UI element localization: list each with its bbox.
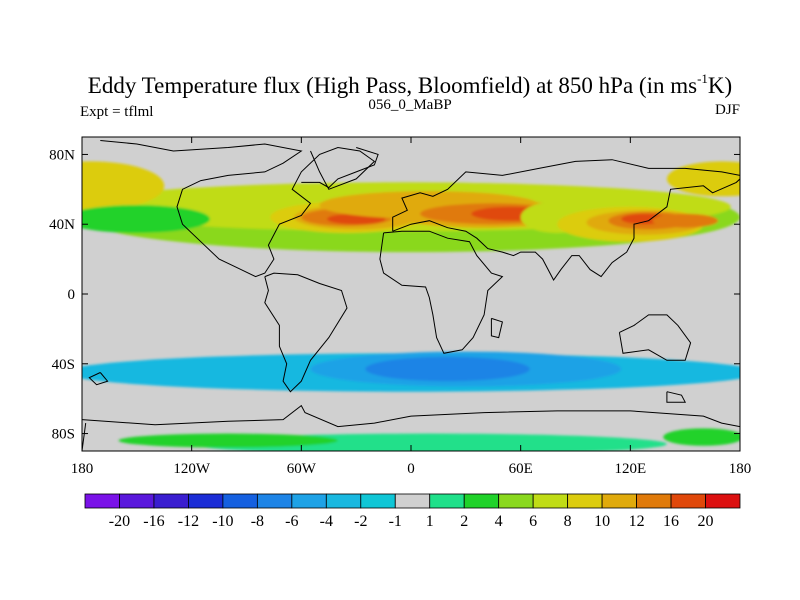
colorbar-label-7: -2 — [354, 513, 367, 530]
colorbar-box-7 — [325, 493, 362, 509]
left-string: Expt = tflml — [80, 104, 153, 120]
x-tick-label-1: 120W — [173, 461, 211, 477]
colorbar-box-12 — [498, 493, 534, 509]
colorbar-box-3 — [188, 493, 224, 509]
colorbar-label-5: -6 — [285, 513, 298, 530]
coastline-9 — [82, 423, 87, 451]
colorbar-box-17 — [670, 493, 706, 509]
field-contour-24 — [663, 428, 740, 446]
colorbar-box-16 — [636, 493, 672, 509]
colorbar-label-1: -16 — [143, 513, 164, 530]
colorbar-box-8 — [360, 493, 396, 509]
x-axis: 180 120W 60W 0 60E 120E 180 — [71, 137, 752, 477]
colorbar-label-11: 4 — [495, 513, 503, 530]
y-tick-label-2: 0 — [68, 287, 76, 303]
colorbar-label-17: 20 — [698, 513, 714, 530]
x-tick-label-2: 60W — [287, 461, 317, 477]
coastline-2 — [379, 230, 504, 354]
colorbar-box-9 — [394, 493, 431, 509]
colorbar-label-6: -4 — [320, 513, 333, 530]
colorbar-label-16: 16 — [663, 513, 679, 530]
center-string: 056_0_MaBP — [368, 97, 451, 113]
y-tick-label-1: 40N — [49, 217, 75, 233]
colorbar-box-13 — [532, 493, 569, 509]
coastline-5 — [618, 314, 692, 361]
colorbar-box-2 — [153, 493, 189, 509]
field-contour-3 — [666, 161, 740, 197]
coastline-10 — [88, 372, 109, 386]
colorbar-label-15: 12 — [629, 513, 645, 530]
y-axis: 80N 40N 0 40S 80S — [49, 147, 740, 443]
colorbar-label-13: 8 — [564, 513, 572, 530]
coastline-8 — [82, 404, 740, 428]
colorbar-label-14: 10 — [594, 513, 610, 530]
chart-title: Eddy Temperature flux (High Pass, Bloomf… — [88, 71, 732, 98]
y-tick-label-0: 80N — [49, 147, 75, 163]
y-tick-label-3: 40S — [52, 357, 75, 373]
coastline-4 — [392, 178, 740, 281]
field-contour-4 — [82, 205, 210, 233]
colorbar: -20 -16 -12 -10 -8 -6 -4 -2 -1 1 2 4 6 8 10 12 16 20 — [84, 493, 741, 530]
colorbar-label-12: 6 — [529, 513, 537, 530]
x-tick-label-5: 120E — [614, 461, 646, 477]
x-tick-label-6: 180 — [729, 461, 752, 477]
chart-title-main: Eddy Temperature flux (High Pass, Bloomf… — [88, 73, 697, 98]
field-contour-18 — [652, 213, 719, 228]
coastline-11 — [666, 391, 687, 403]
colorbar-box-5 — [256, 493, 293, 509]
coastline-1 — [264, 272, 348, 393]
field-contour-21 — [365, 356, 530, 382]
continent-outlines — [82, 140, 740, 451]
coastline-3 — [392, 159, 740, 232]
colorbar-box-6 — [291, 493, 327, 509]
colorbar-box-15 — [601, 493, 637, 509]
coastline-0 — [100, 140, 376, 278]
colorbar-label-4: -8 — [251, 513, 264, 530]
colorbar-box-14 — [567, 493, 603, 509]
right-string: DJF — [715, 102, 740, 118]
field-layer — [82, 161, 740, 451]
colorbar-label-2: -12 — [178, 513, 199, 530]
colorbar-box-1 — [119, 493, 155, 509]
colorbar-label-0: -20 — [109, 513, 130, 530]
coastline-6 — [301, 147, 379, 189]
coastline-7 — [490, 317, 503, 339]
colorbar-label-9: 1 — [426, 513, 434, 530]
colorbar-label-8: -1 — [389, 513, 402, 530]
x-tick-label-3: 0 — [407, 461, 415, 477]
colorbar-box-4 — [222, 493, 258, 509]
field-contour-23 — [118, 433, 338, 448]
chart-title-superscript: -1 — [697, 71, 708, 86]
x-tick-label-4: 60E — [509, 461, 533, 477]
x-tick-label-0: 180 — [71, 461, 94, 477]
plot-area — [82, 137, 740, 451]
colorbar-label-3: -10 — [212, 513, 233, 530]
colorbar-box-11 — [463, 493, 500, 509]
field-contour-2 — [82, 161, 165, 211]
colorbar-box-18 — [705, 493, 741, 509]
colorbar-box-10 — [429, 493, 465, 509]
chart-title-end: K) — [708, 73, 732, 98]
y-tick-label-4: 80S — [52, 427, 75, 443]
colorbar-label-10: 2 — [460, 513, 468, 530]
colorbar-box-0 — [84, 493, 120, 509]
